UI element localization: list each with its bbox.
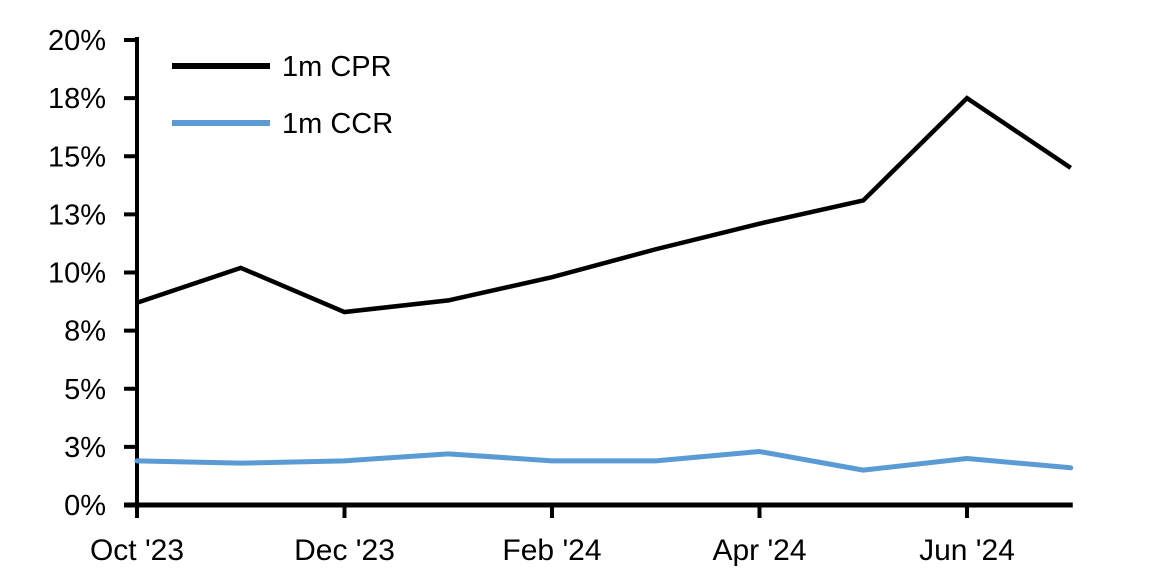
x-tick-label: Apr '24 [712, 534, 806, 567]
series-line-1m-cpr [136, 95, 1073, 315]
y-tick-label: 20% [48, 25, 106, 57]
y-tick-label: 15% [48, 141, 106, 173]
y-tick-label: 0% [64, 490, 106, 522]
legend-label-ccr: 1m CCR [282, 108, 393, 140]
axes: 0% 3% 5% 8% 10% 13% 15% 18% 20% Oct '23 Dec '23 Feb… [48, 25, 1073, 567]
y-tick-label: 5% [64, 374, 106, 406]
x-tick-label: Jun '24 [919, 534, 1015, 567]
series-line-1m-ccr [134, 449, 1074, 473]
x-tick-label: Oct '23 [90, 534, 184, 567]
legend: 1m CPR 1m CCR [172, 51, 393, 140]
y-tick-label: 18% [48, 83, 106, 115]
x-tick-label: Feb '24 [502, 534, 601, 567]
data-series [134, 95, 1074, 473]
x-tick-label: Dec '23 [294, 534, 395, 567]
y-tick-label: 13% [48, 199, 106, 231]
y-tick-label: 10% [48, 258, 106, 290]
y-tick-label: 3% [64, 432, 106, 464]
y-tick-label: 8% [64, 316, 106, 348]
legend-label-cpr: 1m CPR [282, 51, 392, 83]
